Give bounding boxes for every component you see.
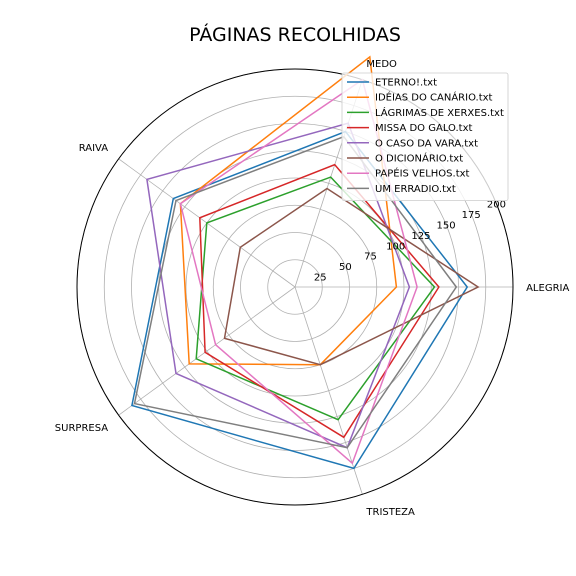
- tick-label: 200: [487, 200, 506, 211]
- tick-label: 25: [314, 273, 327, 284]
- legend-entry: O CASO DA VARA.txt: [375, 138, 478, 149]
- tick-label: 50: [339, 262, 352, 273]
- tick-label: 175: [462, 210, 481, 221]
- grid-spoke: [294, 286, 363, 495]
- series-line: [223, 187, 480, 366]
- axis-label: RAIVA: [79, 143, 109, 154]
- chart-title: PÁGINAS RECOLHIDAS: [189, 23, 401, 46]
- legend-entry: LÁGRIMAS DE XERXES.txt: [375, 106, 504, 119]
- legend-entry: PAPÉIS VELHOS.txt: [375, 167, 470, 180]
- legend-entry: O DICIONÁRIO.txt: [375, 152, 463, 165]
- legend-entry: MISSA DO GALO.txt: [375, 123, 473, 134]
- tick-label: 150: [437, 220, 456, 231]
- axis-label: ALEGRIA: [526, 283, 569, 294]
- grid-spoke: [118, 286, 296, 416]
- legend-box: [341, 72, 509, 201]
- axis-label: MEDO: [366, 59, 397, 70]
- radial-tick-labels: 25 50 75 100 125 150 175 200: [314, 200, 506, 284]
- legend-entry: UM ERRADIO.txt: [375, 184, 456, 195]
- tick-label: 75: [364, 252, 377, 263]
- axis-labels: ALEGRIA MEDO RAIVA SURPRESA TRISTEZA: [55, 59, 570, 518]
- outer-frame: [76, 68, 514, 506]
- legend-entry: IDÉIAS DO CANÁRIO.txt: [375, 91, 493, 104]
- tick-label: 125: [411, 231, 430, 242]
- tick-label: 100: [386, 241, 405, 252]
- axis-label: SURPRESA: [55, 423, 108, 434]
- legend-entry: ETERNO!.txt: [375, 78, 437, 89]
- legend: ETERNO!.txt IDÉIAS DO CANÁRIO.txt LÁGRIMAS…: [341, 72, 509, 201]
- axis-label: TRISTEZA: [365, 507, 415, 518]
